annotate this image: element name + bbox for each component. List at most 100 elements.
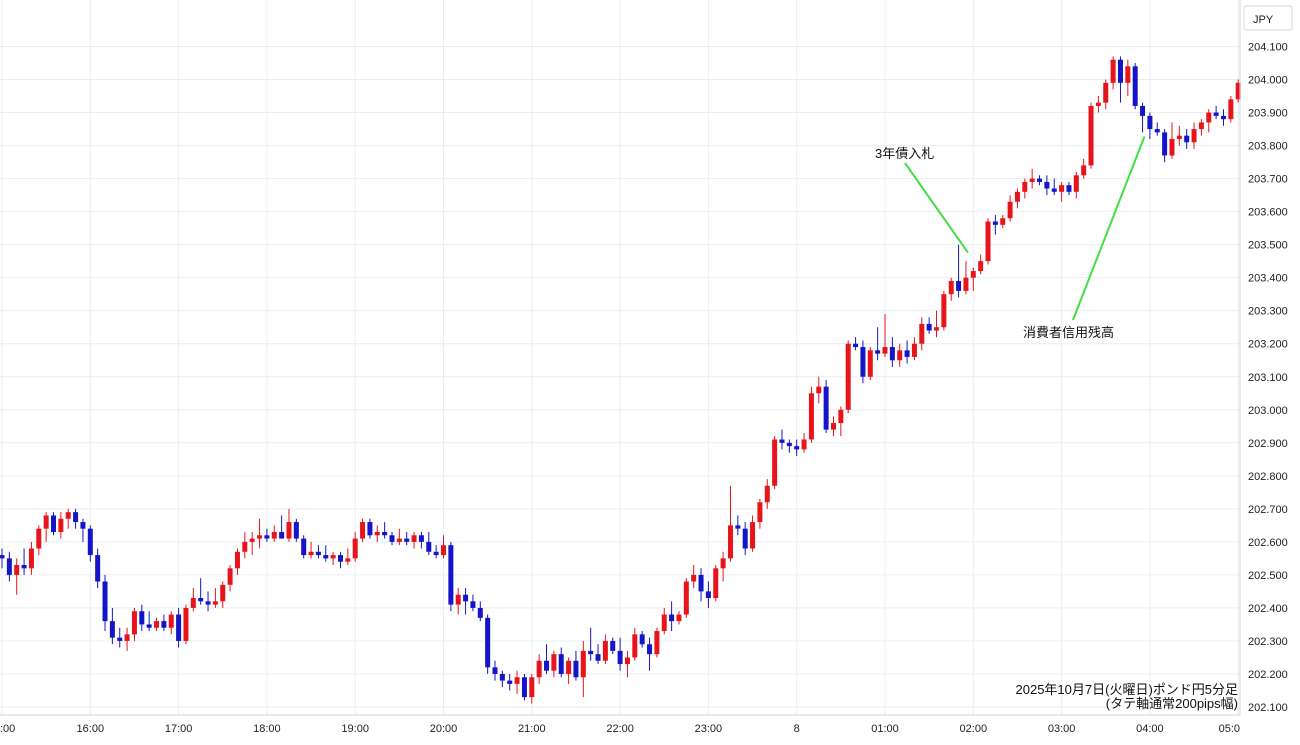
candle-body	[1213, 112, 1219, 116]
y-tick-label: 203.200	[1248, 339, 1288, 351]
candle-body	[529, 677, 535, 698]
candle-body	[713, 568, 719, 599]
candle-body	[293, 522, 299, 539]
candle	[566, 657, 572, 684]
y-tick-label: 203.800	[1248, 141, 1288, 153]
candle-body	[1110, 59, 1116, 83]
candle	[705, 581, 711, 608]
candle-body	[374, 531, 380, 536]
candle	[1228, 96, 1234, 123]
candle	[676, 611, 682, 625]
candle-body	[1154, 129, 1160, 133]
candle	[234, 548, 240, 575]
candle	[227, 564, 233, 592]
caption-line-2: (タテ軸通常200pips幅)	[1106, 696, 1238, 711]
candle-body	[823, 386, 829, 430]
candle	[507, 673, 513, 691]
y-tick-label: 203.300	[1248, 306, 1288, 318]
candle	[58, 512, 64, 539]
y-tick-label: 203.900	[1248, 108, 1288, 120]
candle-body	[750, 522, 756, 549]
candle-body	[212, 601, 218, 605]
y-tick-label: 203.700	[1248, 174, 1288, 186]
x-tick-label: 8	[794, 723, 800, 735]
grid	[0, 0, 1240, 715]
caption-line-1: 2025年10月7日(火曜日)ポンド円5分足	[1016, 682, 1239, 697]
candle-body	[470, 601, 476, 608]
candle-body	[632, 634, 638, 658]
annotation-line-3yr-bond	[904, 162, 969, 254]
candle-body	[875, 350, 881, 354]
candle	[661, 607, 667, 635]
candle-body	[934, 327, 940, 331]
candle-body	[139, 611, 145, 625]
candle	[441, 535, 446, 559]
candle	[1029, 168, 1035, 189]
candle	[727, 485, 733, 562]
candle	[330, 551, 336, 565]
x-tick-label: 20:00	[430, 723, 458, 735]
candle-body	[1162, 132, 1168, 156]
candle	[1014, 188, 1020, 209]
candle-body	[382, 531, 388, 536]
candle-body	[249, 538, 255, 542]
candle-body	[190, 598, 196, 608]
candle-body	[566, 660, 572, 674]
candle	[367, 518, 373, 539]
candle	[919, 317, 925, 351]
candle-body	[941, 294, 947, 328]
candle-body	[654, 631, 660, 655]
candle-body	[463, 594, 469, 602]
candle-body	[691, 574, 697, 582]
candle	[632, 627, 638, 661]
candle	[183, 604, 189, 645]
candle	[36, 525, 42, 556]
candle-body	[698, 574, 704, 592]
annotation-consumer-credit: 消費者信用残高	[1023, 325, 1114, 340]
candle	[624, 650, 630, 678]
candle	[360, 518, 366, 542]
candle-body	[816, 386, 822, 394]
x-tick-label: 03:00	[1048, 723, 1076, 735]
candle-body	[477, 607, 483, 618]
candle-body	[21, 564, 27, 569]
candle-body	[757, 502, 763, 523]
candle-body	[87, 528, 93, 556]
candle	[0, 548, 5, 569]
x-tick-label: 18:00	[253, 723, 281, 735]
candle	[698, 568, 704, 602]
candle	[1081, 158, 1087, 179]
candle	[1059, 181, 1065, 202]
candle	[713, 564, 719, 602]
candle	[337, 551, 343, 569]
candle	[573, 650, 579, 681]
candle	[1000, 214, 1006, 229]
candle	[426, 531, 432, 556]
candle-body	[1125, 66, 1131, 83]
candle	[43, 512, 49, 542]
candle-body	[161, 621, 167, 628]
candle	[926, 317, 932, 334]
candle-body	[786, 442, 792, 447]
candle	[404, 531, 410, 546]
candle	[382, 522, 388, 539]
candle	[882, 314, 888, 357]
y-tick-label: 203.500	[1248, 240, 1288, 252]
candle	[1125, 59, 1131, 97]
candle-body	[1198, 122, 1204, 130]
candle-body	[801, 439, 807, 450]
y-tick-label: 203.400	[1248, 273, 1288, 285]
candle-body	[573, 660, 579, 678]
candle	[794, 439, 800, 457]
candle	[433, 545, 439, 559]
candle-body	[396, 538, 402, 542]
candle-body	[367, 522, 373, 536]
price-axis: 204.100 204.000 203.900 203.800 203.700 203.6…	[1239, 0, 1288, 715]
candle-body	[963, 277, 969, 291]
currency-badge[interactable]: JPY	[1243, 5, 1293, 31]
candle	[970, 267, 976, 291]
candle	[271, 525, 277, 542]
candle	[941, 290, 947, 331]
candle-body	[1147, 115, 1153, 130]
candle-body	[992, 221, 998, 225]
